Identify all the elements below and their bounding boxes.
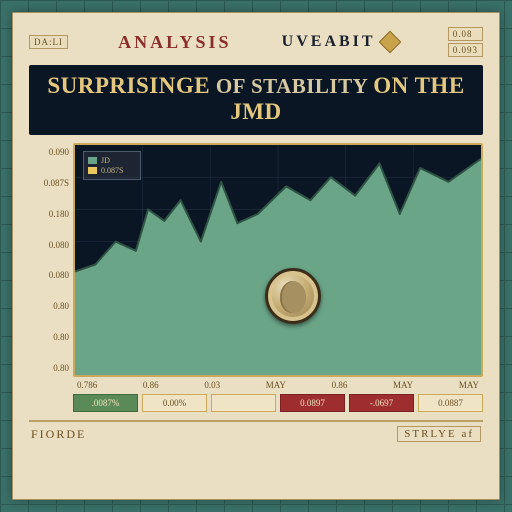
legend-item: 0.087S xyxy=(88,166,136,175)
badge-right-stack: 0.08 0.093 xyxy=(448,27,483,57)
chart-frame: JD0.087S xyxy=(73,143,483,377)
y-tick-label: 0.80 xyxy=(29,363,69,373)
footer-row: FIORDE STRLYE af xyxy=(29,426,483,442)
value-band-cell: .0087% xyxy=(73,394,138,412)
chart-row: 0.090 0.087S 0.180 0.080 0.080 0.80 0.80 0.80 J… xyxy=(29,143,483,377)
badge-right-bottom: 0.093 xyxy=(448,43,483,57)
legend-swatch xyxy=(88,157,97,164)
paper-card: DA:LI ANALYSIS UVEABIT 0.08 0.093 SURPRI… xyxy=(12,12,500,500)
headline-word-1: SURPRISINGE xyxy=(47,73,210,98)
value-band-cell: 0.0887 xyxy=(418,394,483,412)
legend-label: 0.087S xyxy=(101,166,123,175)
headline-bar: SURPRISINGE OF STABILITY ON THE JMD xyxy=(29,65,483,135)
y-axis: 0.090 0.087S 0.180 0.080 0.080 0.80 0.80 0.80 xyxy=(29,143,73,377)
legend-item: JD xyxy=(88,156,136,165)
value-band-cell: 0.0897 xyxy=(280,394,345,412)
analysis-label: ANALYSIS xyxy=(118,32,231,53)
legend-box: JD0.087S xyxy=(83,151,141,180)
brand-name: UVEABIT xyxy=(282,33,376,51)
footer-right: STRLYE af xyxy=(397,426,481,442)
x-tick-label: 0.786 xyxy=(77,380,97,390)
legend-label: JD xyxy=(101,156,110,165)
y-tick-label: 0.180 xyxy=(29,209,69,219)
value-band: .0087%0.00% 0.0897-.06970.0887 xyxy=(73,394,483,412)
x-tick-label: 0.86 xyxy=(332,380,348,390)
coin-icon xyxy=(265,268,321,324)
y-tick-label: 0.087S xyxy=(29,178,69,188)
y-tick-label: 0.080 xyxy=(29,270,69,280)
legend-swatch xyxy=(88,167,97,174)
value-band-cell: -.0697 xyxy=(349,394,414,412)
diamond-icon xyxy=(378,31,401,54)
brand-row: UVEABIT xyxy=(282,33,398,51)
y-tick-label: 0.090 xyxy=(29,147,69,157)
x-axis: 0.786 0.86 0.03 MAY 0.86 MAY MAY xyxy=(73,377,483,390)
x-tick-label: MAY xyxy=(393,380,413,390)
footer-rule xyxy=(29,420,483,422)
value-band-cell xyxy=(211,394,276,412)
header-row: DA:LI ANALYSIS UVEABIT 0.08 0.093 xyxy=(29,27,483,61)
y-tick-label: 0.080 xyxy=(29,240,69,250)
x-tick-label: 0.03 xyxy=(204,380,220,390)
x-tick-label: MAY xyxy=(459,380,479,390)
badge-left: DA:LI xyxy=(29,35,68,49)
y-tick-label: 0.80 xyxy=(29,301,69,311)
headline-word-2: OF STABILITY xyxy=(210,74,373,98)
value-band-cell: 0.00% xyxy=(142,394,207,412)
badge-right-top: 0.08 xyxy=(448,27,483,41)
footer-left: FIORDE xyxy=(31,427,86,442)
x-tick-label: 0.86 xyxy=(143,380,159,390)
x-tick-label: MAY xyxy=(266,380,286,390)
y-tick-label: 0.80 xyxy=(29,332,69,342)
